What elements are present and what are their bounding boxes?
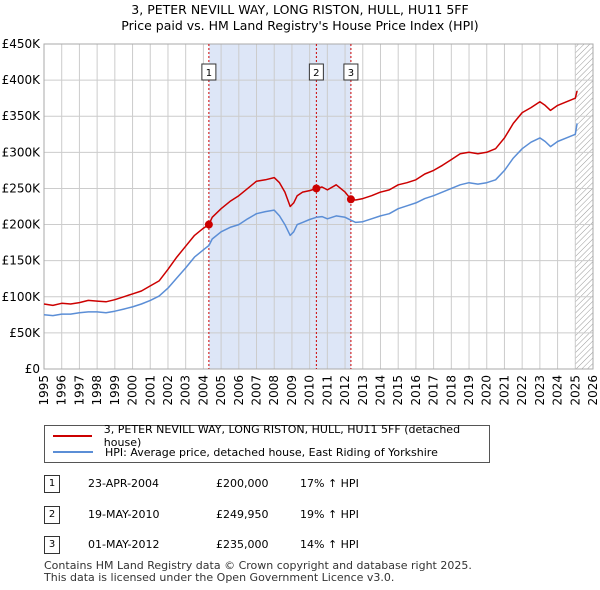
x-tick-label: 2002 — [161, 375, 175, 406]
footer-line2: This data is licensed under the Open Gov… — [44, 571, 395, 584]
x-tick-label: 2010 — [303, 375, 317, 406]
sale-label-box — [308, 63, 324, 81]
x-tick-label: 2009 — [285, 375, 299, 406]
x-tick-label: 1997 — [72, 375, 86, 406]
x-tick-label: 2023 — [533, 375, 547, 406]
x-tick-label: 2022 — [515, 375, 529, 406]
x-tick-label: 2004 — [196, 375, 210, 406]
y-tick-label: £300K — [2, 145, 42, 159]
footer: Contains HM Land Registry data © Crown c… — [44, 560, 472, 584]
x-tick-label: 2012 — [338, 375, 352, 406]
sale-price: £249,950 — [216, 508, 269, 521]
sale-date: 23-APR-2004 — [88, 477, 160, 490]
sale-label-box — [201, 63, 217, 81]
legend-item-hpi: HPI: Average price, detached house, East… — [53, 445, 438, 459]
x-tick-label: 2007 — [250, 375, 264, 406]
sale-hpi-change: 14% ↑ HPI — [300, 538, 359, 551]
sale-point — [312, 184, 321, 193]
legend-swatch-hpi — [53, 451, 93, 453]
x-tick-label: 2025 — [568, 375, 582, 406]
chart-title-line1: 3, PETER NEVILL WAY, LONG RISTON, HULL, … — [131, 2, 469, 17]
legend-item-price: 3, PETER NEVILL WAY, LONG RISTON, HULL, … — [53, 423, 489, 449]
x-tick-label: 2021 — [497, 375, 511, 406]
sale-price: £235,000 — [216, 538, 269, 551]
sale-label-number: 3 — [348, 68, 354, 79]
sale-hpi-change: 19% ↑ HPI — [300, 508, 359, 521]
sale-row: 3 01-MAY-2012 £235,000 14% ↑ HPI — [44, 536, 444, 554]
legend-label-price: 3, PETER NEVILL WAY, LONG RISTON, HULL, … — [103, 423, 461, 449]
x-tick-label: 2016 — [409, 375, 423, 406]
ownership-shade — [208, 44, 351, 369]
forecast-hatch — [575, 44, 593, 369]
x-tick-label: 1995 — [37, 375, 51, 406]
hpi-line — [43, 123, 578, 317]
y-tick-label: £400K — [2, 73, 42, 87]
x-tick-label: 2019 — [462, 375, 476, 406]
y-tick-label: £200K — [2, 218, 42, 232]
sale-row: 1 23-APR-2004 £200,000 17% ↑ HPI — [44, 475, 444, 493]
y-tick-label: £50K — [9, 326, 41, 340]
x-tick-label: 2017 — [427, 375, 441, 406]
y-tick-label: £350K — [2, 109, 42, 123]
y-tick-label: £250K — [2, 181, 42, 195]
legend-swatch-price — [53, 435, 92, 437]
sale-label-number: 1 — [206, 68, 212, 79]
y-tick-label: £100K — [2, 290, 42, 304]
sale-point — [346, 195, 355, 204]
x-tick-label: 2003 — [179, 375, 193, 406]
y-tick-label: £450K — [2, 37, 42, 51]
x-tick-label: 2005 — [214, 375, 228, 406]
sale-label-box — [343, 63, 359, 81]
legend-label-hpi: HPI: Average price, detached house, East… — [105, 445, 438, 459]
y-tick-label: £0 — [25, 362, 40, 376]
x-tick-label: 2015 — [391, 375, 405, 406]
sale-number-badge: 3 — [44, 536, 60, 554]
sale-number-badge: 2 — [44, 506, 60, 524]
sale-hpi-change: 17% ↑ HPI — [300, 477, 359, 490]
x-tick-label: 2014 — [373, 375, 387, 406]
x-tick-label: 2001 — [143, 375, 157, 406]
x-tick-label: 2024 — [551, 375, 565, 406]
x-tick-label: 2013 — [356, 375, 370, 406]
x-tick-label: 2018 — [444, 375, 458, 406]
sale-row: 2 19-MAY-2010 £249,950 19% ↑ HPI — [44, 506, 444, 524]
sale-point — [204, 220, 213, 229]
price-chart: £0 £50K £100K £150K £200K £250K £300K £350K £400… — [2, 37, 600, 406]
x-tick-label: 1998 — [90, 375, 104, 406]
legend: 3, PETER NEVILL WAY, LONG RISTON, HULL, … — [44, 423, 490, 463]
x-tick-label: 2000 — [126, 375, 140, 406]
x-tick-label: 1996 — [55, 375, 69, 406]
y-tick-label: £150K — [2, 254, 42, 268]
x-tick-label: 2008 — [267, 375, 281, 406]
x-tick-label: 1999 — [108, 375, 122, 406]
sale-price: £200,000 — [216, 477, 269, 490]
x-tick-label: 2026 — [586, 375, 600, 406]
sale-date: 19-MAY-2010 — [88, 508, 160, 521]
x-tick-label: 2020 — [480, 375, 494, 406]
footer-line1: Contains HM Land Registry data © Crown c… — [44, 559, 472, 572]
plot-frame — [43, 43, 594, 370]
sale-number-badge: 1 — [44, 475, 60, 493]
sale-label-number: 2 — [313, 68, 319, 79]
chart-title-line2: Price paid vs. HM Land Registry's House … — [121, 18, 479, 33]
x-tick-label: 2006 — [232, 375, 246, 406]
sale-date: 01-MAY-2012 — [88, 538, 160, 551]
price-paid-line — [43, 90, 578, 307]
x-tick-label: 2011 — [320, 375, 334, 406]
